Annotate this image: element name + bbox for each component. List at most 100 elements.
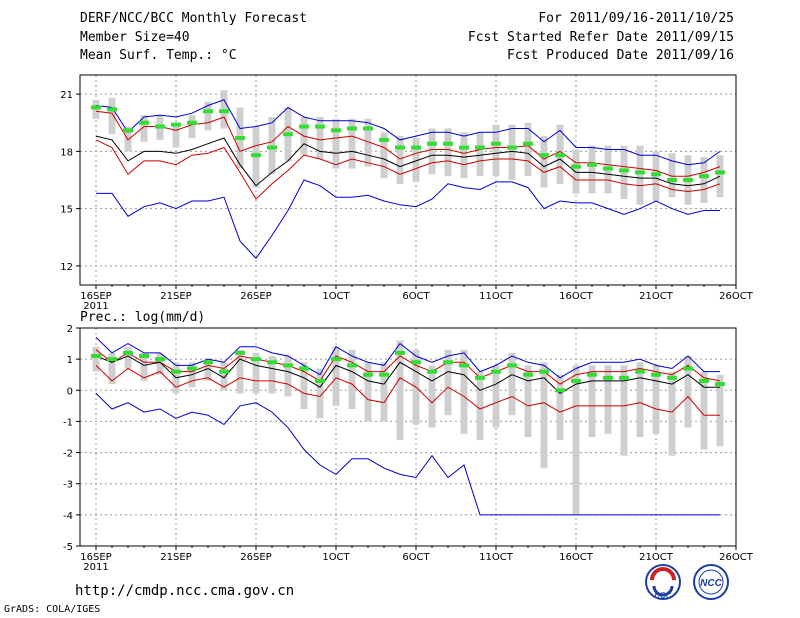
ensemble-marker xyxy=(363,126,373,131)
ensemble-marker xyxy=(587,372,597,377)
spread-box xyxy=(476,371,484,441)
ensemble-marker xyxy=(395,145,405,150)
spread-box xyxy=(540,136,548,188)
y-tick-label: -5 xyxy=(63,542,73,553)
ensemble-marker xyxy=(395,350,405,355)
spread-box xyxy=(236,349,244,394)
ensemble-marker xyxy=(267,360,277,365)
ensemble-marker xyxy=(715,170,725,175)
spread-box xyxy=(124,346,132,369)
forecast-period: For 2011/09/16-2011/10/25 xyxy=(538,11,734,26)
spread-box xyxy=(348,118,356,169)
ensemble-marker xyxy=(283,363,293,368)
logos: BCC NCC xyxy=(645,564,729,600)
x-tick-label: 16SEP xyxy=(80,552,111,563)
x-tick-label: 11OCT xyxy=(479,552,514,563)
ensemble-marker xyxy=(427,141,437,146)
spread-box xyxy=(508,124,516,180)
spread-box xyxy=(572,365,580,515)
y-tick-label: 2 xyxy=(67,324,73,335)
ensemble-marker xyxy=(139,120,149,125)
spread-box xyxy=(716,155,724,198)
ensemble-marker xyxy=(91,354,101,359)
source-url[interactable]: http://cmdp.ncc.cma.gov.cn xyxy=(75,583,295,599)
spread-box xyxy=(540,362,548,469)
spread-box xyxy=(460,132,468,179)
spread-box xyxy=(284,356,292,397)
ensemble-marker xyxy=(443,360,453,365)
ensemble-marker xyxy=(203,360,213,365)
ensemble-marker xyxy=(683,178,693,182)
spread-box xyxy=(316,368,324,419)
svg-text:NCC: NCC xyxy=(700,578,722,589)
y-tick-label: 12 xyxy=(60,262,73,273)
max-line xyxy=(95,99,721,166)
ensemble-marker xyxy=(267,145,277,150)
ensemble-marker xyxy=(299,124,309,129)
spread-box xyxy=(364,362,372,422)
ensemble-marker xyxy=(491,141,501,146)
ensemble-marker xyxy=(635,369,645,374)
ensemble-marker xyxy=(155,124,165,129)
spread-box xyxy=(508,352,516,416)
spread-box xyxy=(620,365,628,456)
ensemble-marker xyxy=(107,107,117,112)
spread-box xyxy=(396,136,404,184)
ensemble-marker xyxy=(251,153,261,158)
x-tick-label: 26OCT xyxy=(719,291,754,302)
ensemble-marker xyxy=(699,174,709,179)
spread-box xyxy=(524,122,532,177)
x-tick-label: 16OCT xyxy=(559,552,594,563)
spread-box xyxy=(108,97,116,135)
spread-box xyxy=(636,362,644,437)
ensemble-marker xyxy=(539,153,549,158)
spread-box xyxy=(204,359,212,381)
ensemble-marker xyxy=(603,166,613,171)
ensemble-marker xyxy=(587,162,597,167)
y-tick-label: -4 xyxy=(63,511,73,522)
ensemble-marker xyxy=(619,168,629,173)
x-tick-label: 1OCT xyxy=(322,552,350,563)
spread-box xyxy=(220,362,228,391)
x-tick-label: 6OCT xyxy=(402,291,430,302)
ensemble-marker xyxy=(187,120,197,125)
ensemble-marker xyxy=(523,141,533,146)
x-tick-label: 16SEP xyxy=(80,291,111,302)
spread-box xyxy=(444,349,452,416)
ensemble-marker xyxy=(603,375,613,380)
spread-box xyxy=(348,349,356,409)
spread-box xyxy=(460,349,468,434)
x-tick-label: 16OCT xyxy=(559,291,594,302)
ensemble-marker xyxy=(91,105,101,110)
lower-line xyxy=(95,139,721,200)
spread-box xyxy=(300,362,308,409)
ensemble-marker xyxy=(219,369,229,374)
y-tick-label: -3 xyxy=(63,480,73,491)
ensemble-marker xyxy=(347,126,357,131)
ensemble-marker xyxy=(491,369,501,374)
y-tick-label: -2 xyxy=(63,449,73,460)
spread-box xyxy=(700,157,708,203)
spread-box xyxy=(700,371,708,450)
ensemble-marker xyxy=(651,172,661,177)
spread-box xyxy=(476,132,484,177)
spread-box xyxy=(380,132,388,179)
ensemble-marker xyxy=(363,372,373,377)
ensemble-marker xyxy=(427,369,437,374)
mean-line xyxy=(95,135,721,187)
ensemble-marker xyxy=(283,132,293,137)
spread-box xyxy=(364,118,372,167)
spread-box xyxy=(428,128,436,175)
spread-box xyxy=(140,115,148,142)
y-tick-label: 15 xyxy=(60,205,73,216)
spread-box xyxy=(108,352,116,385)
spread-box xyxy=(140,352,148,381)
ensemble-marker xyxy=(171,122,181,127)
x-tick-label: 1OCT xyxy=(322,291,350,302)
x-tick-label: 26SEP xyxy=(240,552,271,563)
ensemble-marker xyxy=(235,136,245,140)
ensemble-marker xyxy=(187,366,197,371)
ensemble-marker xyxy=(331,357,341,362)
